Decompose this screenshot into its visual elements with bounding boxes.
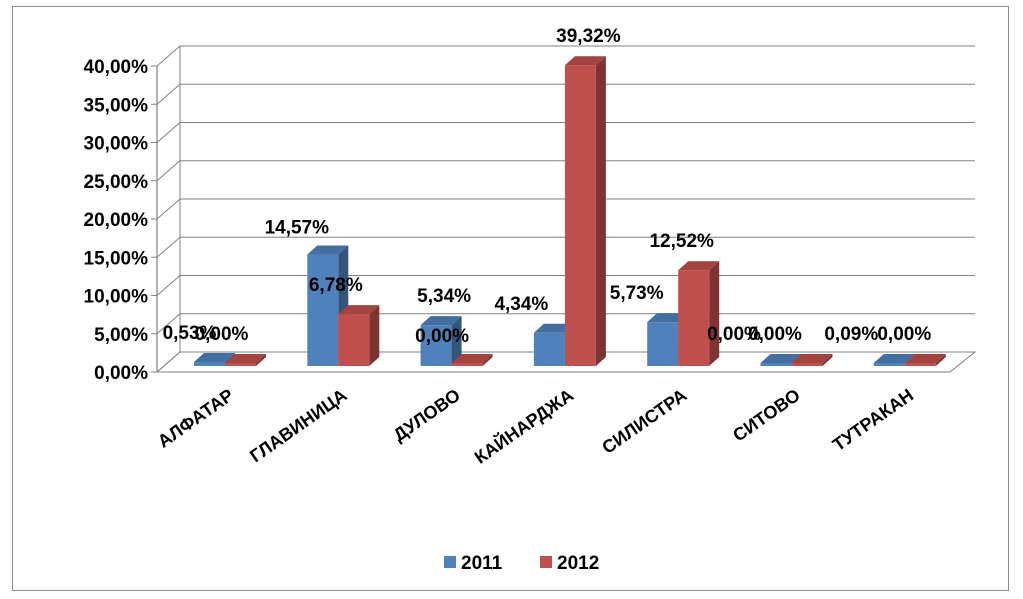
data-label-2011-1: 14,57% [265, 218, 330, 239]
bar-top-2011-0 [194, 352, 235, 362]
data-label-2012-0: 0,00% [195, 324, 249, 345]
floor [155, 351, 977, 373]
x-tick-label-5: СИТОВО [729, 385, 804, 446]
y-tick-label: 30,00% [84, 134, 149, 155]
bar-2011-2 [420, 325, 452, 366]
y-tick-label: 20,00% [84, 210, 149, 231]
bar-top-2012-3 [564, 56, 606, 66]
legend-swatch-2011 [444, 556, 456, 568]
x-tick-label-4: СИЛИСТРА [598, 385, 690, 458]
bar-top-2012-6 [904, 354, 946, 363]
bar-2011-5 [760, 363, 792, 366]
bar-2011-6 [873, 363, 905, 366]
bar-2011-3 [533, 332, 565, 366]
gridline-side [156, 275, 181, 296]
y-tick-label: 15,00% [84, 248, 149, 269]
bar-2012-1 [338, 314, 370, 366]
bar-top-2012-4 [678, 261, 720, 271]
bar-top-2011-4 [647, 313, 689, 323]
bar-side-2012-4 [709, 261, 720, 366]
data-label-2012-6: 0,00% [877, 324, 931, 345]
bar-top-2012-5 [791, 354, 833, 363]
bar-top-2012-1 [338, 305, 380, 315]
data-label-2012-4: 12,52% [649, 231, 714, 252]
gridline-side [156, 198, 181, 220]
x-tick-label-1: ГЛАВИНИЦА [246, 385, 350, 466]
data-label-2012-3: 39,32% [556, 26, 621, 47]
bar-side-2012-3 [595, 56, 606, 367]
x-tick-label-0: АЛФАТАР [154, 385, 237, 452]
gridline-side [156, 83, 181, 105]
data-label-2012-5: 0,00% [748, 324, 802, 345]
bar-2011-4 [647, 322, 679, 366]
bar-2011-0 [194, 361, 225, 366]
bar-side-2012-5 [822, 354, 833, 366]
bar-2012-3 [564, 65, 596, 367]
bar-top-2011-3 [533, 323, 575, 333]
y-tick-label: 5,00% [94, 325, 148, 346]
data-label-2011-4: 5,73% [610, 283, 664, 304]
data-label-2011-0: 0,53% [163, 323, 217, 344]
bar-2012-5 [791, 363, 823, 366]
data-label-2011-6: 0,09% [824, 324, 878, 345]
gridline-side [156, 45, 181, 67]
data-label-2011-3: 4,34% [494, 294, 548, 315]
bar-2012-2 [451, 363, 483, 366]
bar-2012-0 [225, 363, 256, 366]
gridline-side [156, 236, 181, 258]
x-tick-label-2: ДУЛОВО [390, 385, 464, 445]
y-tick-label: 25,00% [84, 172, 149, 193]
bar-side-2012-0 [256, 354, 266, 366]
gridline-side [156, 313, 181, 335]
bar-2012-6 [904, 363, 936, 366]
bar-top-2012-0 [225, 354, 266, 363]
y-tick-label: 10,00% [84, 287, 149, 308]
bar-top-2011-5 [760, 354, 802, 363]
bar-side-2012-6 [935, 354, 946, 366]
data-labels: 0,53%0,00%14,57%6,78%5,34%0,00%4,34%39,3… [163, 26, 932, 347]
x-tick-label-3: КАЙНАРДЖА [470, 384, 577, 468]
bar-2011-1 [307, 254, 339, 366]
legend-swatch-2012 [540, 556, 552, 568]
bar-top-2011-6 [873, 354, 915, 363]
legend: 2011 2012 [444, 553, 599, 574]
data-label-2011-5: 0,00% [707, 324, 761, 345]
bar-side-2012-1 [369, 305, 380, 366]
chart-frame [12, 6, 1009, 591]
y-axis: 0,00% 5,00% 10,00% 15,00% 20,00% 25,00% 30,00%… [84, 57, 157, 384]
legend-label-2011: 2011 [461, 553, 503, 574]
bar-top-2011-2 [420, 316, 462, 326]
y-tick-label: 35,00% [84, 95, 149, 116]
data-label-2012-2: 0,00% [415, 326, 469, 347]
bar-side-2011-2 [451, 316, 462, 366]
bar-top-2011-1 [307, 245, 349, 255]
data-label-2012-1: 6,78% [309, 275, 363, 296]
y-tick-label: 0,00% [94, 363, 148, 384]
y-tick-label: 40,00% [84, 57, 149, 78]
legend-label-2012: 2012 [557, 553, 599, 574]
data-label-2011-2: 5,34% [417, 286, 471, 307]
gridline-side [156, 160, 181, 182]
x-tick-label-6: ТУТРАКАН [829, 385, 917, 455]
bar-side-2012-2 [482, 354, 493, 366]
bar-top-2012-2 [451, 354, 493, 363]
x-axis: АЛФАТАР ГЛАВИНИЦА ДУЛОВО КАЙНАРДЖА СИЛИСТРА С… [154, 384, 917, 468]
bar-2012-4 [678, 270, 710, 366]
gridline-side [156, 122, 181, 143]
bars [194, 56, 946, 367]
